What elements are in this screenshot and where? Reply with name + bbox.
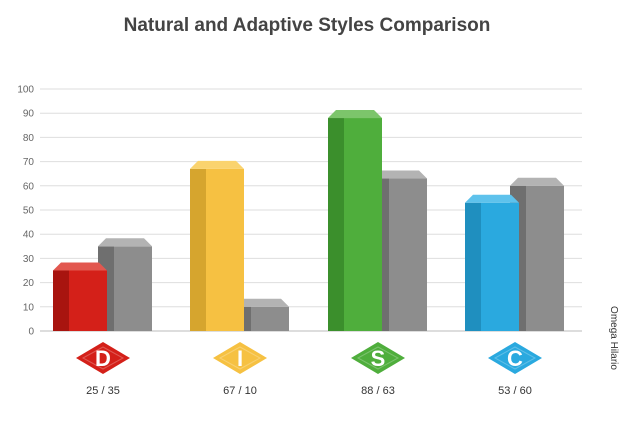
bar-natural-s-front [344, 118, 382, 331]
bar-natural-c-side [465, 202, 481, 331]
badge-diamond [488, 342, 542, 374]
y-axis: 0 10 20 30 40 50 60 70 80 90 100 [17, 85, 34, 338]
bar-adaptive-d-front [114, 246, 152, 331]
bar-natural-i-front [206, 168, 244, 331]
badge-letter: S [371, 346, 386, 371]
bar-natural-i-side [190, 168, 206, 331]
chart-title: Natural and Adaptive Styles Comparison [124, 15, 491, 36]
category-labels: D 25 / 35 I 67 / 10 S 88 / 63 C 53 / 60 [76, 342, 542, 397]
badge-letter: D [95, 346, 111, 371]
y-tick-label: 100 [17, 85, 34, 96]
bar-natural-i [190, 160, 244, 331]
side-label: Omega Hilario [608, 306, 619, 370]
badge-letter: I [237, 346, 243, 371]
category-value-label: 88 / 63 [361, 385, 395, 397]
y-tick-label: 0 [28, 327, 34, 338]
badge-diamond [76, 342, 130, 374]
bars [53, 110, 564, 331]
bar-adaptive-i-front [251, 306, 289, 331]
y-tick-label: 50 [23, 206, 35, 217]
bar-adaptive-c-top [510, 177, 564, 186]
badge-i: I [213, 342, 267, 374]
y-tick-label: 20 [23, 278, 35, 289]
y-tick-label: 10 [23, 302, 35, 313]
badge-s: S [351, 342, 405, 374]
badge-c: C [488, 342, 542, 374]
bar-natural-s-side [328, 118, 344, 331]
bar-natural-s-top [328, 110, 382, 119]
bar-adaptive-s-top [373, 170, 427, 179]
badge-d: D [76, 342, 130, 374]
badge-inner [81, 346, 125, 370]
bar-natural-c [465, 194, 519, 331]
y-tick-label: 40 [23, 230, 35, 241]
bar-natural-d [53, 262, 107, 331]
category-value-label: 25 / 35 [86, 385, 120, 397]
bar-natural-c-front [481, 202, 519, 331]
badge-diamond [351, 342, 405, 374]
category-value-label: 67 / 10 [223, 385, 257, 397]
bar-natural-s [328, 110, 382, 331]
bar-natural-i-top [190, 160, 244, 169]
badge-inner [356, 346, 400, 370]
y-tick-label: 30 [23, 254, 35, 265]
y-tick-label: 60 [23, 181, 35, 192]
y-tick-label: 80 [23, 133, 35, 144]
badge-letter: C [507, 346, 523, 371]
y-tick-label: 90 [23, 109, 35, 120]
bar-adaptive-c-front [526, 185, 564, 331]
bar-natural-d-side [53, 270, 69, 331]
bar-adaptive-s-front [389, 178, 427, 331]
bar-adaptive-d-top [98, 238, 152, 247]
bar-natural-c-top [465, 194, 519, 203]
badge-diamond [213, 342, 267, 374]
badge-inner [493, 346, 537, 370]
bar-natural-d-front [69, 270, 107, 331]
category-value-label: 53 / 60 [498, 385, 532, 397]
bar-natural-d-top [53, 262, 107, 271]
y-tick-label: 70 [23, 157, 35, 168]
bar-adaptive-d [98, 238, 152, 331]
bar-adaptive-i-top [235, 298, 289, 307]
badge-inner [218, 346, 262, 370]
